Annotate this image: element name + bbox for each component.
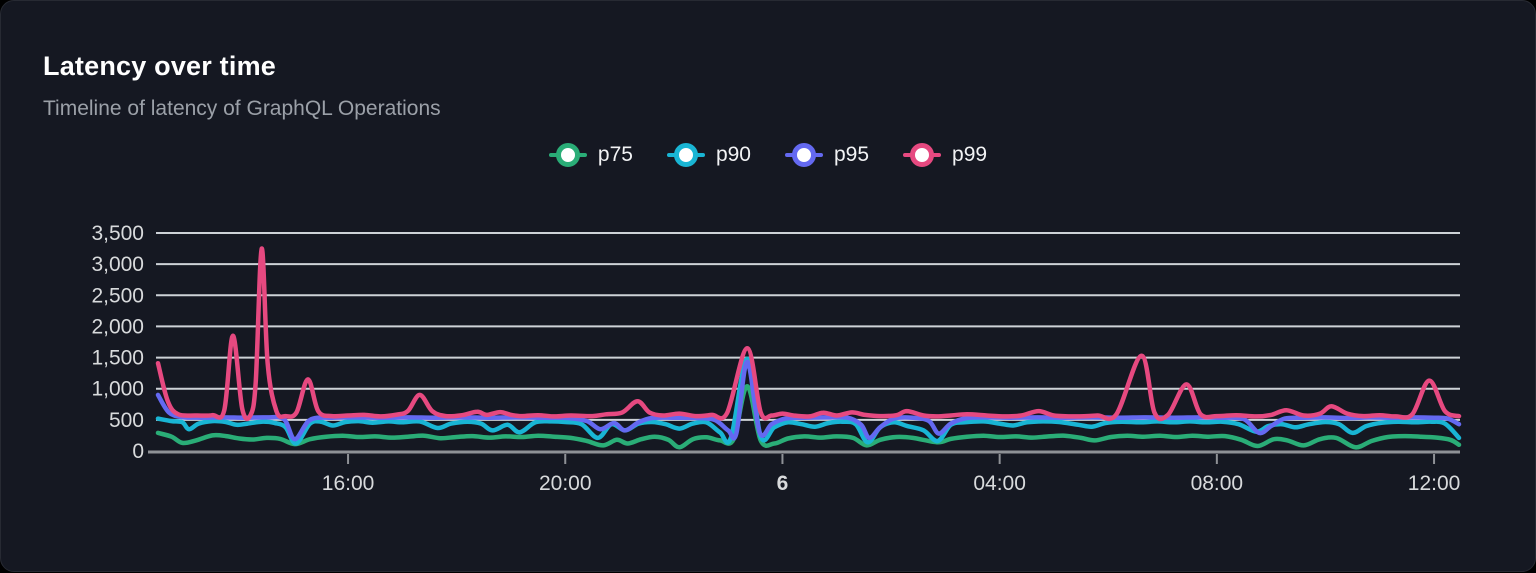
y-tick-label: 1,500 — [91, 347, 144, 370]
x-tick-label: 16:00 — [322, 472, 375, 495]
x-tick-label: 12:00 — [1408, 472, 1461, 495]
y-tick-label: 0 — [132, 440, 144, 463]
y-tick-label: 3,000 — [91, 253, 144, 276]
x-tick-label: 20:00 — [539, 472, 592, 495]
x-tick-label: 6 — [777, 472, 789, 495]
y-tick-label: 3,500 — [91, 222, 144, 245]
x-tick-label: 08:00 — [1191, 472, 1244, 495]
y-tick-label: 2,500 — [91, 284, 144, 307]
x-tick-label: 04:00 — [973, 472, 1026, 495]
y-tick-label: 1,000 — [91, 378, 144, 401]
series-p99-line — [158, 249, 1459, 420]
y-tick-label: 500 — [109, 409, 144, 432]
y-tick-label: 2,000 — [91, 315, 144, 338]
